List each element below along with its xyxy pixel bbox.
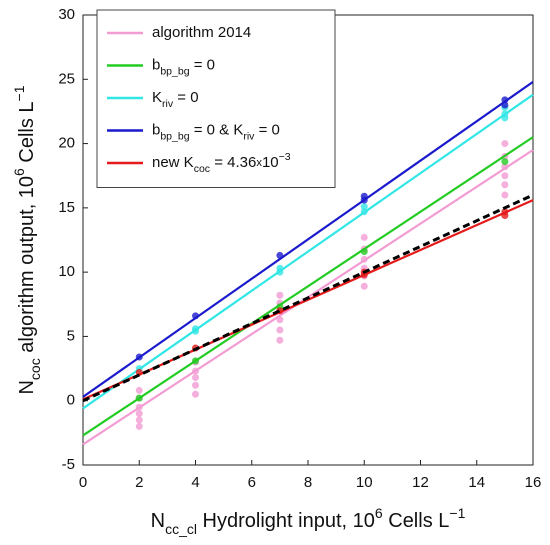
text-part: 6: [11, 168, 27, 176]
y-axis-label: Ncoc algorithm output, 106 Cells L−1: [11, 85, 43, 394]
y-tick-label: 5: [67, 327, 75, 344]
text-part: Cells L: [16, 101, 38, 168]
data-point: [501, 96, 509, 104]
data-point: [501, 163, 509, 171]
data-point: [360, 196, 368, 204]
data-point: [276, 268, 284, 276]
data-point: [192, 374, 199, 382]
x-tick-label: 8: [304, 474, 312, 491]
text-part: −1: [11, 85, 27, 101]
text-part: N: [151, 510, 165, 532]
data-point: [501, 181, 509, 189]
data-point: [135, 403, 143, 411]
legend-label: Kriv = 0: [152, 89, 199, 110]
data-point: [360, 255, 368, 263]
text-part: algorithm output, 10: [16, 176, 38, 358]
text-part: 6: [375, 505, 383, 521]
text-part: bp_bg: [160, 65, 189, 77]
text-part: x: [256, 157, 262, 169]
data-point: [135, 410, 143, 418]
data-point: [135, 422, 143, 430]
fit-line: [82, 93, 534, 410]
text-part: N: [16, 380, 38, 394]
data-point: [276, 326, 284, 334]
text-part: −3: [279, 151, 291, 163]
data-point: [360, 203, 368, 211]
y-tick-label: 0: [67, 392, 75, 409]
text-part: b: [152, 121, 160, 138]
data-point: [192, 367, 199, 375]
data-point: [135, 394, 143, 402]
x-tick-label: 10: [356, 474, 373, 491]
y-tick-label: 10: [58, 263, 75, 280]
text-part: bp_bg: [160, 130, 189, 142]
x-tick-label: 12: [412, 474, 429, 491]
data-point: [501, 140, 509, 148]
text-part: Hydrolight input, 10: [197, 510, 375, 532]
text-part: coc: [194, 163, 210, 175]
data-point: [192, 390, 199, 398]
text-part: Cells L: [383, 510, 450, 532]
data-point: [501, 101, 509, 109]
data-point: [276, 336, 284, 344]
data-point: [276, 291, 284, 299]
text-part: b: [152, 56, 160, 73]
data-point: [501, 114, 509, 122]
data-point: [360, 248, 368, 256]
text-part: = 0 & K: [190, 121, 244, 138]
data-point: [135, 416, 143, 424]
data-point: [192, 312, 199, 320]
text-part: = 0: [254, 121, 279, 138]
y-tick-label: -5: [62, 456, 75, 473]
legend-label: bbp_bg = 0 & Kriv = 0: [152, 121, 280, 142]
data-point: [360, 208, 368, 216]
x-tick-label: 14: [468, 474, 485, 491]
text-part: coc: [27, 358, 43, 380]
y-tick-label: 30: [58, 6, 75, 23]
text-part: = 4.36: [210, 154, 256, 171]
text-part: new K: [152, 154, 194, 171]
data-point: [276, 316, 284, 324]
text-part: K: [152, 89, 162, 106]
data-point: [501, 212, 509, 220]
legend-label: algorithm 2014: [152, 24, 251, 41]
fit-line: [82, 193, 534, 403]
data-point: [192, 381, 199, 389]
data-point: [276, 251, 284, 259]
text-part: cc_cl: [165, 521, 197, 537]
y-tick-label: 25: [58, 70, 75, 87]
y-tick-label: 20: [58, 135, 75, 152]
fit-line: [82, 199, 534, 401]
text-part: = 0: [173, 89, 198, 106]
x-tick-label: 0: [79, 474, 87, 491]
legend-label: bbp_bg = 0: [152, 56, 215, 77]
data-point: [501, 172, 509, 180]
data-point: [192, 357, 199, 365]
text-part: −1: [449, 505, 465, 521]
x-tick-label: 2: [135, 474, 143, 491]
x-tick-label: 4: [191, 474, 199, 491]
data-point: [135, 386, 143, 394]
x-tick-label: 6: [248, 474, 256, 491]
fit-line: [82, 136, 534, 437]
data-point: [501, 158, 509, 166]
text-part: = 0: [190, 56, 215, 73]
y-tick-label: 15: [58, 199, 75, 216]
data-point: [360, 282, 368, 290]
data-point: [192, 327, 199, 335]
data-point: [360, 233, 368, 241]
x-tick-label: 16: [525, 474, 542, 491]
text-part: 10: [262, 154, 279, 171]
text-part: riv: [243, 130, 255, 142]
data-point: [501, 191, 509, 199]
text-part: riv: [162, 98, 174, 110]
text-part: algorithm 2014: [152, 24, 251, 41]
x-axis-label: Ncc_cl Hydrolight input, 106 Cells L−1: [151, 505, 466, 537]
legend-label: new Kcoc = 4.36x10−3: [152, 151, 291, 175]
data-point: [135, 353, 143, 361]
fit-line: [82, 80, 534, 398]
